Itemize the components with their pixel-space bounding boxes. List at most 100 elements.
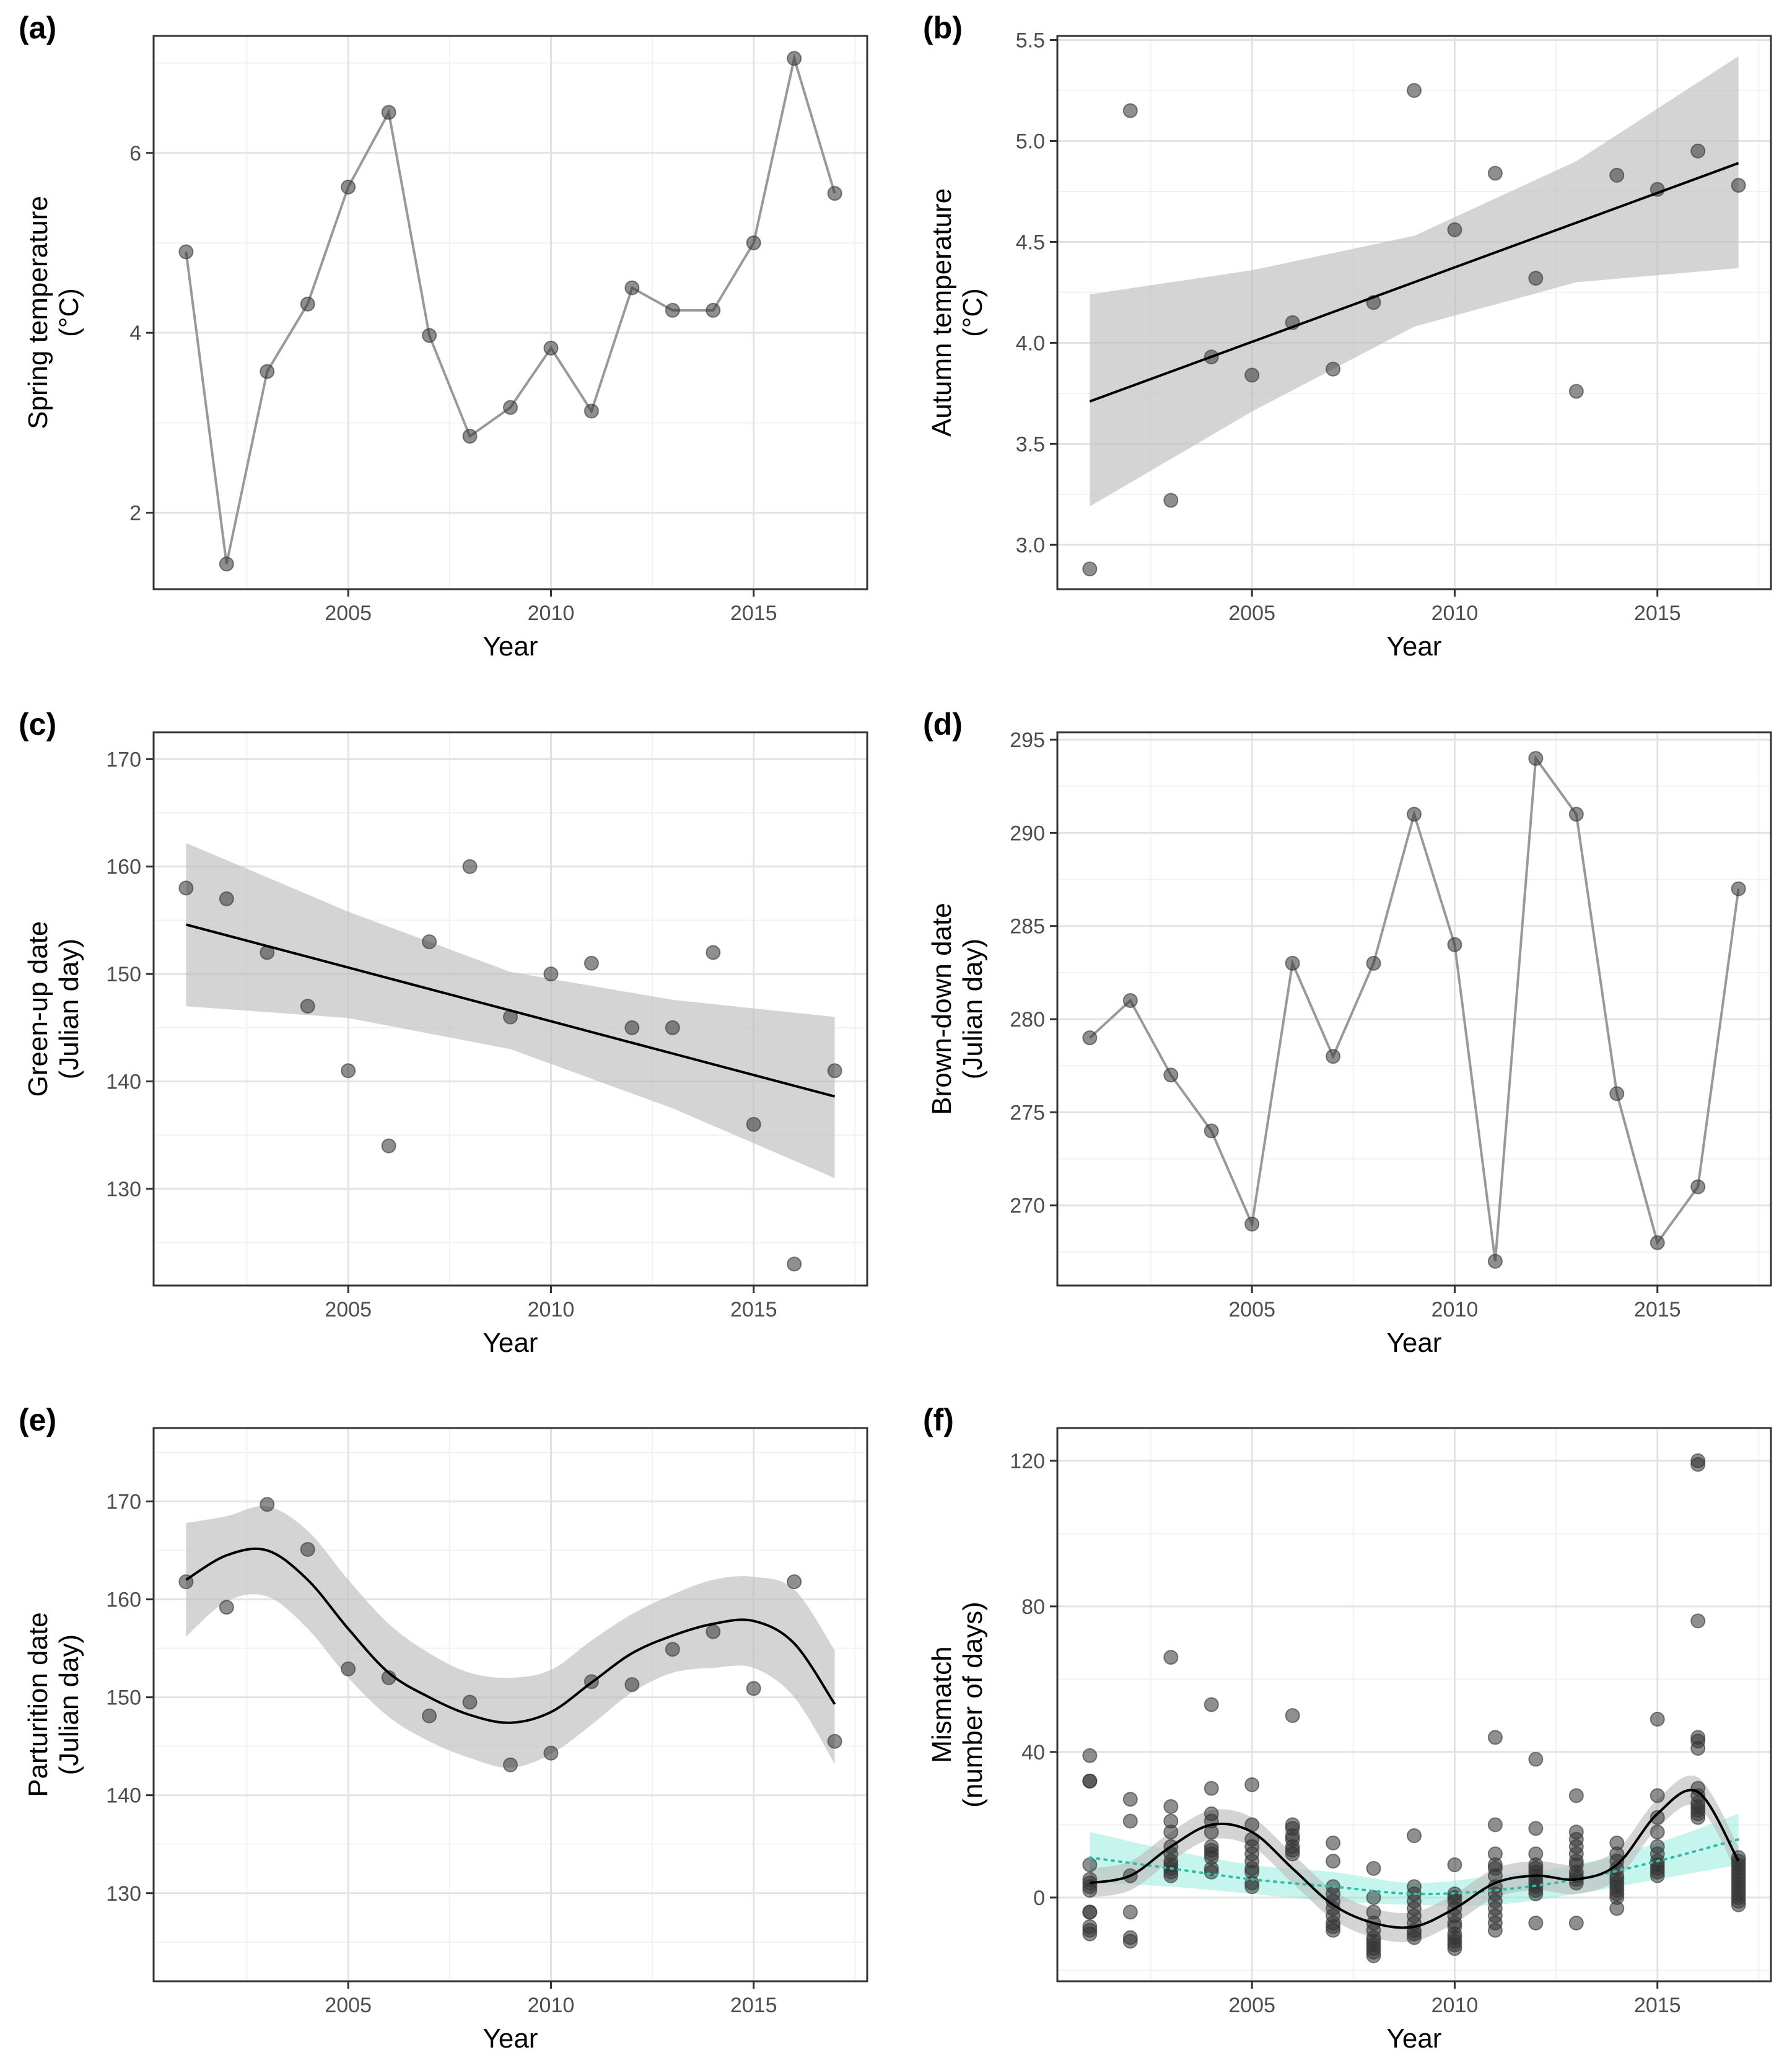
data-point — [585, 404, 598, 418]
x-tick-label: 2005 — [325, 602, 372, 625]
data-point — [260, 365, 274, 379]
data-point — [1570, 1789, 1583, 1802]
y-tick-label: 130 — [106, 1178, 141, 1201]
panel-tag: (f) — [923, 1403, 954, 1437]
data-point — [1286, 957, 1300, 970]
data-point — [1488, 1924, 1502, 1937]
data-point — [1407, 84, 1421, 97]
x-tick-label: 2005 — [1228, 602, 1275, 625]
y-axis-title-line: Parturition date — [23, 1612, 53, 1797]
x-tick-label: 2010 — [1431, 1298, 1479, 1321]
data-point — [544, 341, 557, 355]
y-tick-label: 170 — [106, 1491, 141, 1514]
x-tick-label: 2005 — [325, 1298, 372, 1321]
y-tick-label: 290 — [1010, 822, 1045, 845]
data-point — [179, 881, 193, 895]
data-point — [1083, 1905, 1096, 1919]
data-point — [382, 105, 396, 119]
y-tick-label: 285 — [1010, 915, 1045, 939]
data-point — [1651, 1712, 1664, 1726]
data-point — [1205, 1865, 1218, 1879]
data-point — [1529, 1887, 1542, 1901]
data-point — [422, 935, 436, 949]
y-axis-title: Spring temperature(°C) — [23, 196, 84, 429]
data-point — [1124, 1815, 1137, 1828]
y-axis-title-line: (Julian day) — [54, 1634, 84, 1775]
data-point — [1205, 1825, 1218, 1839]
panel-tag: (e) — [19, 1403, 56, 1437]
x-tick-label: 2015 — [1634, 602, 1681, 625]
data-point — [1691, 1614, 1705, 1628]
data-point — [1245, 369, 1259, 382]
data-point — [220, 892, 234, 906]
data-point — [1326, 1854, 1340, 1868]
data-point — [787, 51, 801, 65]
y-axis-title: Parturition date(Julian day) — [23, 1612, 84, 1797]
y-tick-label: 4.0 — [1016, 331, 1045, 355]
panel-tag: (a) — [19, 11, 56, 45]
y-tick-label: 280 — [1010, 1008, 1045, 1032]
data-point — [1610, 1087, 1624, 1100]
y-tick-label: 0 — [1033, 1886, 1045, 1910]
data-point — [1367, 957, 1381, 970]
data-point — [260, 1497, 274, 1511]
y-tick-label: 5.5 — [1016, 29, 1045, 53]
panel-tag: (c) — [19, 707, 56, 742]
data-point — [1205, 1124, 1218, 1137]
y-axis-title-line: (number of days) — [958, 1601, 988, 1808]
data-point — [504, 1758, 517, 1772]
data-point — [666, 1642, 680, 1656]
x-tick-label: 2010 — [528, 1298, 575, 1321]
y-tick-label: 80 — [1021, 1595, 1045, 1619]
data-point — [666, 304, 680, 317]
y-tick-label: 3.5 — [1016, 432, 1045, 456]
y-tick-label: 170 — [106, 748, 141, 771]
data-point — [706, 304, 720, 317]
panel-d: 2005 2010 2015 270 275 280 285 290 295 Year Brown-… — [923, 707, 1771, 1358]
y-tick-label: 140 — [106, 1071, 141, 1094]
data-point — [1083, 1031, 1096, 1045]
data-point — [1124, 1905, 1137, 1919]
y-tick-label: 140 — [106, 1784, 141, 1808]
data-point — [544, 967, 557, 981]
data-point — [1164, 494, 1178, 507]
data-point — [341, 180, 355, 194]
data-point — [1691, 1180, 1705, 1194]
x-tick-label: 2010 — [528, 1994, 575, 2017]
x-tick-label: 2015 — [1634, 1298, 1681, 1321]
data-point — [1407, 1931, 1421, 1945]
data-point — [1124, 1934, 1137, 1948]
data-point — [341, 1662, 355, 1676]
data-point — [179, 245, 193, 258]
data-point — [625, 1678, 639, 1691]
y-tick-label: 4 — [129, 322, 141, 345]
data-point — [1326, 362, 1340, 376]
data-point — [220, 1600, 234, 1614]
x-tick-label: 2015 — [730, 1994, 777, 2017]
data-point — [422, 329, 436, 343]
panel-tag: (b) — [923, 11, 963, 45]
data-point — [422, 1709, 436, 1723]
y-tick-label: 275 — [1010, 1101, 1045, 1124]
data-point — [828, 1064, 842, 1077]
data-point — [1691, 1742, 1705, 1755]
data-point — [1083, 562, 1096, 576]
y-axis-title-line: Autumn temperature — [927, 188, 957, 437]
data-point — [1448, 1942, 1461, 1955]
x-tick-label: 2015 — [730, 1298, 777, 1321]
x-tick-label: 2015 — [730, 602, 777, 625]
y-axis-title: Autumn temperature(°C) — [927, 188, 988, 437]
data-point — [1367, 1891, 1381, 1904]
data-point — [1083, 1883, 1096, 1897]
y-tick-label: 160 — [106, 1588, 141, 1612]
y-axis-title-line: Green-up date — [23, 921, 53, 1097]
data-point — [1326, 1836, 1340, 1850]
panel-c: 2005 2010 2015130140150160170YearGreen-up … — [19, 707, 867, 1358]
y-tick-label: 4.5 — [1016, 230, 1045, 254]
data-point — [1732, 882, 1746, 896]
data-point — [1651, 1869, 1664, 1883]
data-point — [1488, 1255, 1502, 1268]
panel-e: 2005 2010 2015 130 140 150 160 170 Year Parturiti… — [19, 1403, 867, 2054]
data-point — [220, 557, 234, 571]
